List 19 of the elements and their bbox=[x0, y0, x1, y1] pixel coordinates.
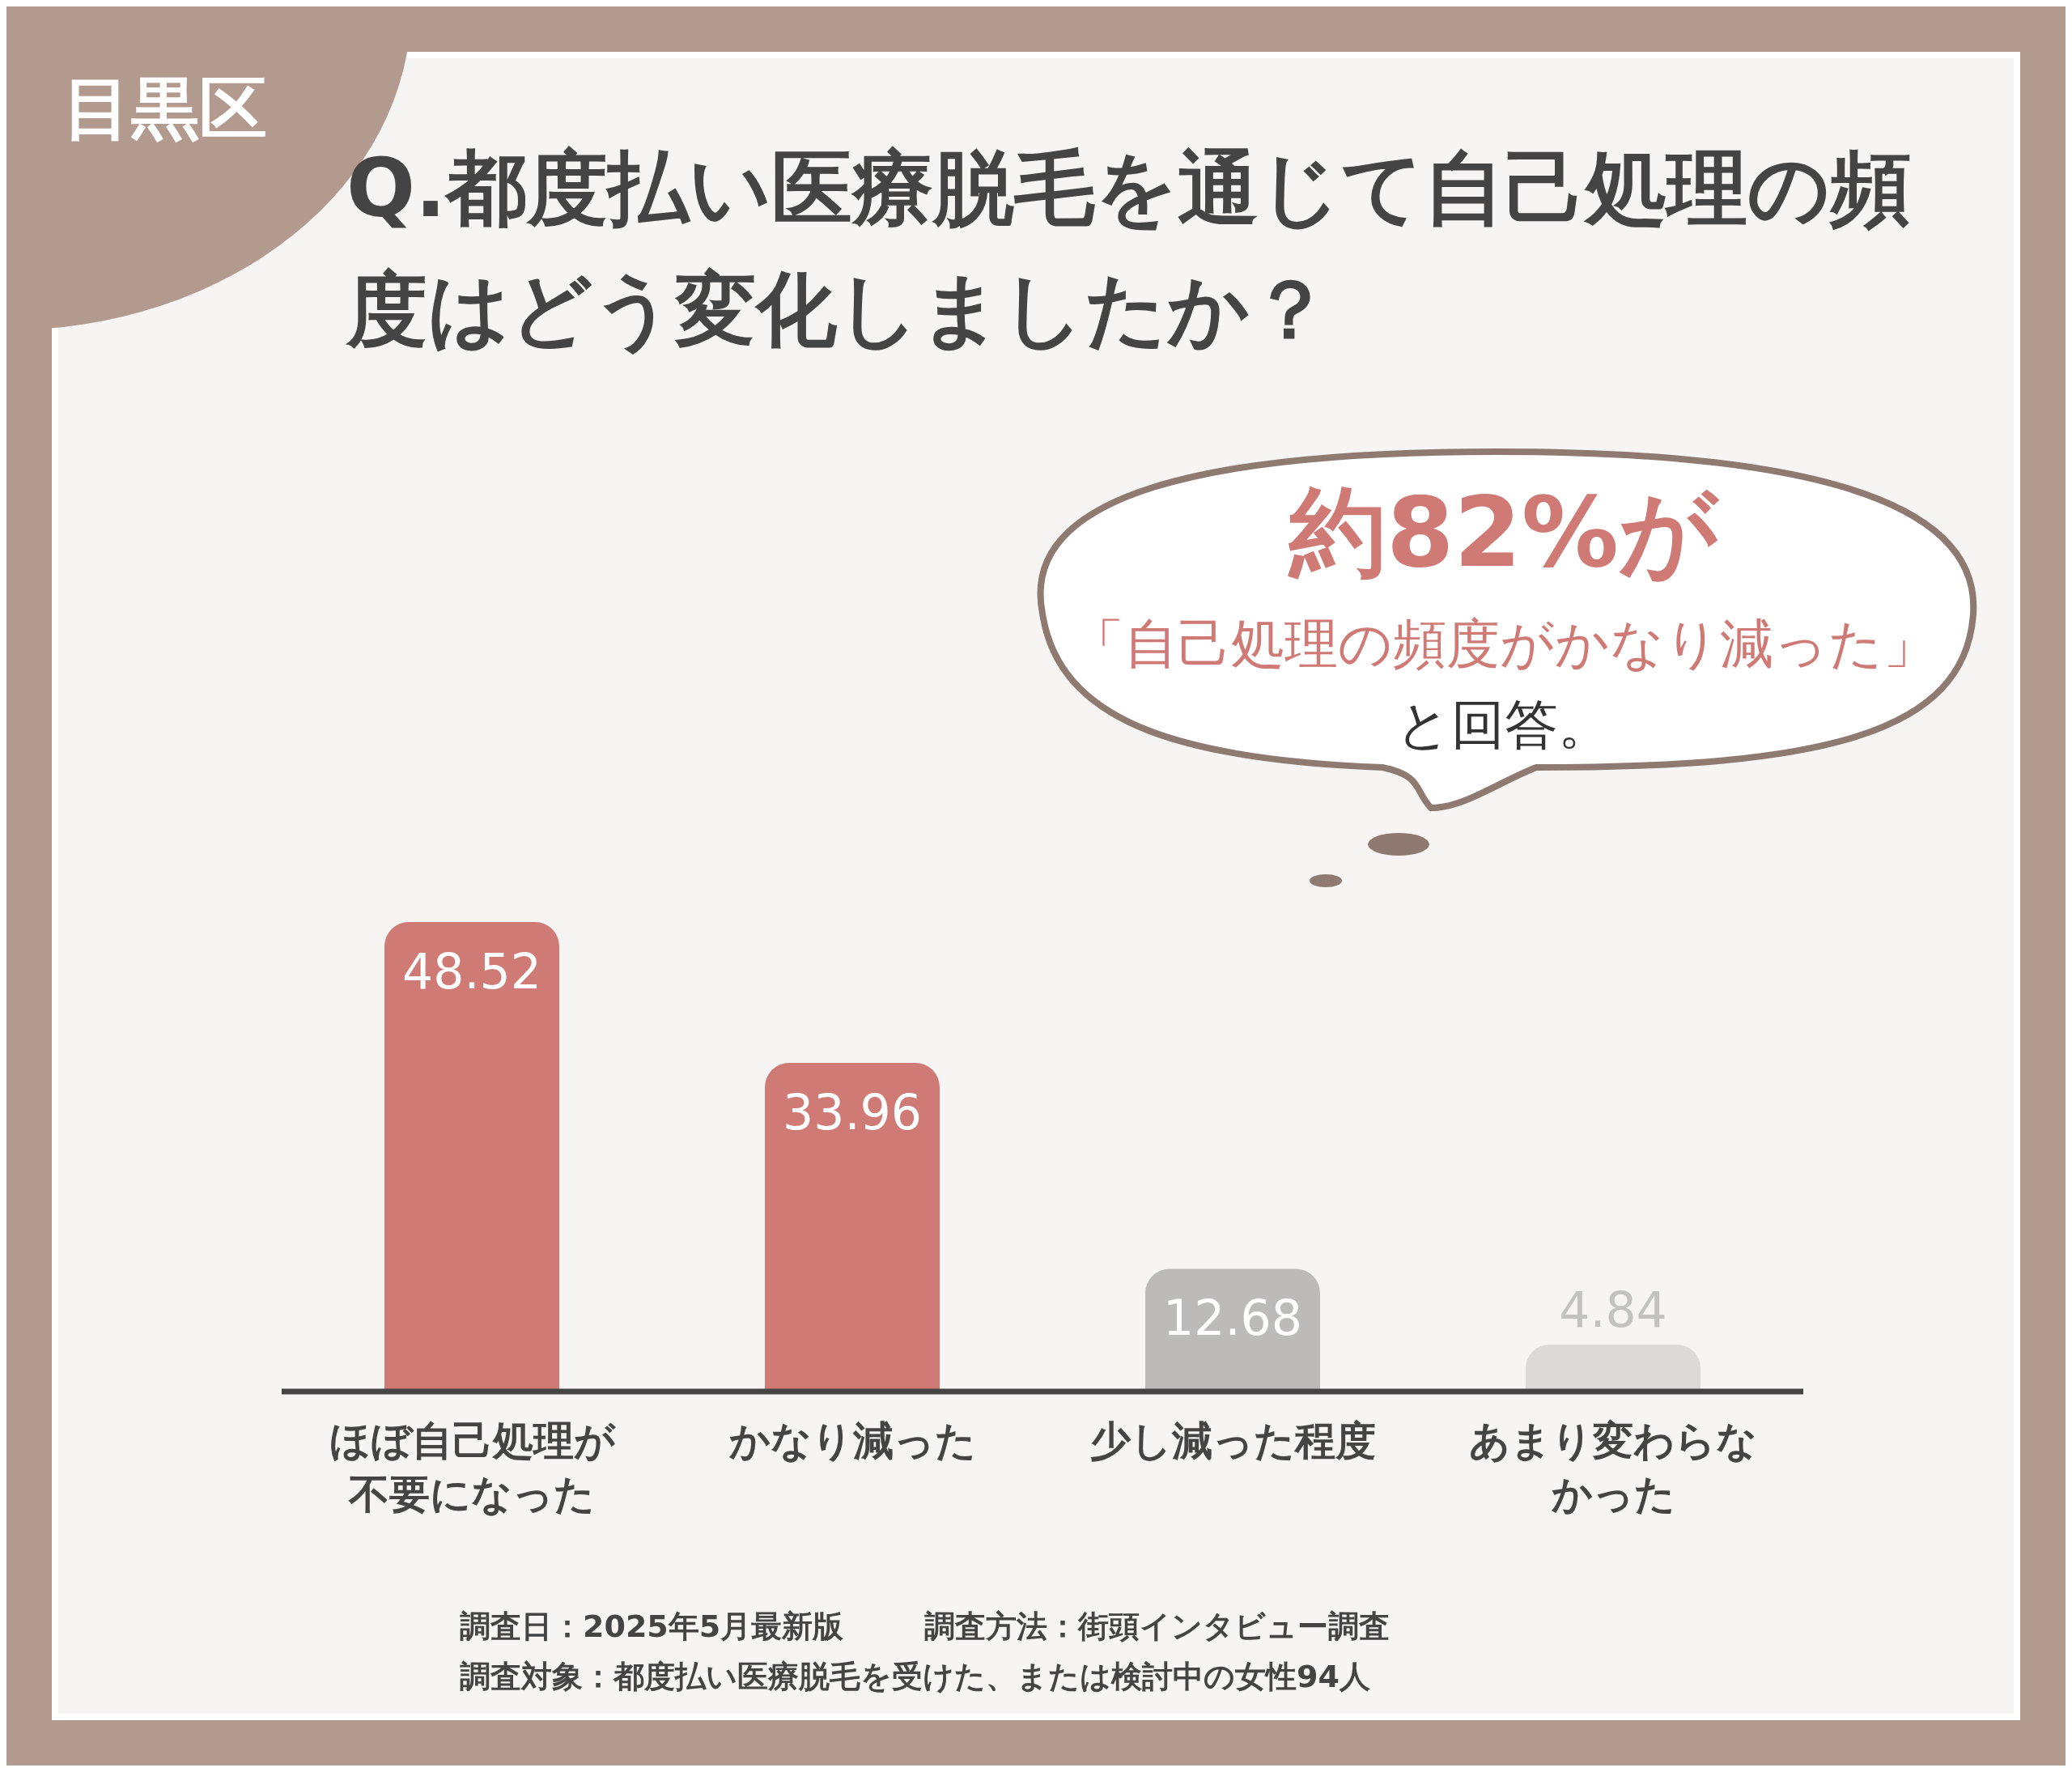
x-tick-label: あまり変わらなかった bbox=[1468, 1417, 1758, 1519]
chart-title: Q.都度払い医療脱毛を通じて自己処理の頻度はどう変化しましたか？ bbox=[346, 140, 1912, 359]
text: 調査方法：街頭インタビュー調査 bbox=[924, 1608, 1391, 1644]
text: と回答。 bbox=[1395, 693, 1612, 758]
x-tick-label: 少し減った程度 bbox=[1089, 1417, 1377, 1466]
text: 目黒区 bbox=[63, 68, 267, 150]
data-label: 48.52 bbox=[402, 943, 541, 1000]
text: 約82%が bbox=[1287, 475, 1720, 590]
bar bbox=[384, 922, 559, 1392]
data-label: 12.68 bbox=[1163, 1290, 1302, 1347]
text: 「自己処理の頻度がかなり減った」 bbox=[1070, 612, 1938, 677]
text: 調査日：2025年5月最新版 bbox=[460, 1608, 844, 1644]
bar bbox=[765, 1063, 940, 1392]
bar bbox=[1526, 1345, 1700, 1392]
data-label: 33.96 bbox=[783, 1084, 922, 1141]
x-tick-label: かなり減った bbox=[728, 1417, 977, 1466]
x-tick-label: ほぼ自己処理が不要になった bbox=[328, 1417, 617, 1519]
text: 調査対象：都度払い医療脱毛を受けた、または検討中の女性94人 bbox=[460, 1658, 1371, 1696]
bar bbox=[1145, 1268, 1320, 1392]
